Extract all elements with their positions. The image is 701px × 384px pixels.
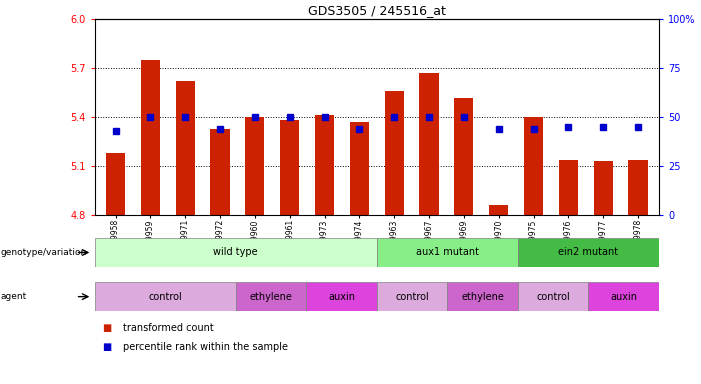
Text: percentile rank within the sample: percentile rank within the sample (123, 342, 287, 352)
Bar (559, 159, 578, 215)
Text: control: control (395, 291, 429, 302)
Bar (236, 282, 306, 311)
Bar (315, 116, 334, 215)
Bar (350, 122, 369, 215)
Bar (518, 282, 588, 311)
Bar (629, 159, 648, 215)
Bar (518, 238, 659, 267)
Text: ■: ■ (102, 323, 111, 333)
Text: ethylene: ethylene (250, 291, 292, 302)
Bar (588, 282, 659, 311)
Text: genotype/variation: genotype/variation (1, 248, 87, 257)
Text: control: control (149, 291, 182, 302)
Bar (377, 238, 518, 267)
Bar (377, 282, 447, 311)
Bar (210, 129, 230, 215)
Bar (447, 282, 518, 311)
Text: agent: agent (1, 292, 27, 301)
Bar (95, 282, 236, 311)
Text: wild type: wild type (213, 247, 258, 258)
Bar (454, 98, 473, 215)
Bar (245, 117, 264, 215)
Bar (141, 60, 160, 215)
Bar (385, 91, 404, 215)
Bar (419, 73, 439, 215)
Bar (176, 81, 195, 215)
Text: control: control (536, 291, 570, 302)
Text: ein2 mutant: ein2 mutant (558, 247, 618, 258)
Bar (524, 117, 543, 215)
Bar (594, 161, 613, 215)
Bar (280, 120, 299, 215)
Bar (95, 238, 377, 267)
Text: ■: ■ (102, 342, 111, 352)
Bar (106, 153, 125, 215)
Text: auxin: auxin (610, 291, 637, 302)
Text: auxin: auxin (328, 291, 355, 302)
Text: aux1 mutant: aux1 mutant (416, 247, 479, 258)
Text: ethylene: ethylene (461, 291, 504, 302)
Bar (306, 282, 377, 311)
Text: transformed count: transformed count (123, 323, 213, 333)
Title: GDS3505 / 245516_at: GDS3505 / 245516_at (308, 3, 446, 17)
Bar (489, 205, 508, 215)
